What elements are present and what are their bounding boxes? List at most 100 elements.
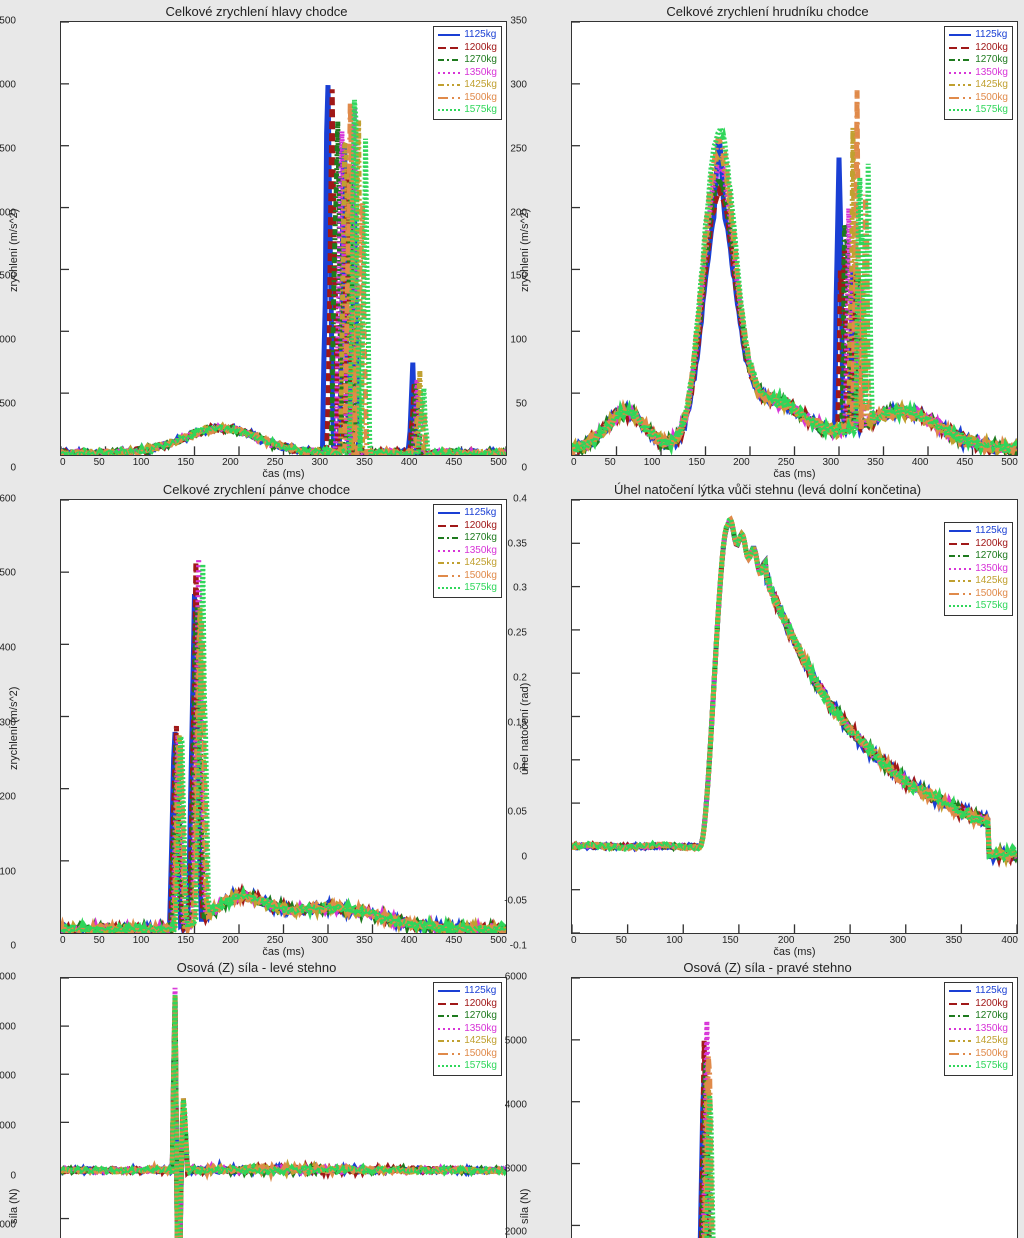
series-line [572,1095,1017,1238]
legend-item: 1200kg [949,538,1008,551]
legend-item: 1350kg [438,1023,497,1036]
series-line [61,594,506,933]
legend-item: 1500kg [949,588,1008,601]
legend-label: 1425kg [975,1035,1008,1048]
legend-item: 1200kg [949,42,1008,55]
legend-item: 1350kg [949,67,1008,80]
legend-label: 1500kg [975,588,1008,601]
series-line [61,608,506,933]
legend-label: 1200kg [975,42,1008,55]
legend-label: 1125kg [464,985,496,998]
series-line [61,562,506,933]
legend-swatch [438,520,460,532]
legend-label: 1500kg [975,1048,1008,1061]
legend-label: 1270kg [975,1010,1008,1023]
legend-swatch [438,532,460,544]
chart-title: Osová (Z) síla - pravé stehno [517,960,1018,975]
legend-item: 1200kg [438,520,497,533]
legend-item: 1500kg [438,1048,497,1061]
chart-pelvis: Celkové zrychlení pánve chodcezrychlení … [6,482,507,958]
legend-swatch [949,1010,971,1022]
legend-swatch [949,92,971,104]
legend: 1125kg1200kg1270kg1350kg1425kg1500kg1575… [944,522,1013,616]
legend-swatch [949,67,971,79]
legend-item: 1350kg [438,67,497,80]
chart-femurR: Osová (Z) síla - pravé stehnosíla (N)-10… [517,960,1018,1238]
legend-label: 1350kg [975,67,1008,80]
x-axis-label: čas (ms) [571,946,1018,958]
series-line [61,103,506,455]
series-line [61,100,506,455]
legend-swatch [949,525,971,537]
legend-item: 1575kg [949,104,1008,117]
series-line [61,564,506,933]
x-ticks: 050100150200250300350400450500 [571,457,1018,468]
legend-swatch [949,1060,971,1072]
series-line [61,122,506,455]
legend-item: 1500kg [438,92,497,105]
legend-item: 1425kg [438,79,497,92]
legend-label: 1125kg [975,525,1007,538]
legend-swatch [949,550,971,562]
legend-swatch [949,588,971,600]
legend-swatch [949,104,971,116]
series-line [572,1080,1017,1238]
plot-area: 1125kg1200kg1270kg1350kg1425kg1500kg1575… [571,977,1018,1238]
legend-swatch [438,1060,460,1072]
legend-swatch [949,29,971,41]
chart-head: Celkové zrychlení hlavy chodcezrychlení … [6,4,507,480]
series-line [572,90,1017,452]
legend-item: 1270kg [949,550,1008,563]
legend-swatch [949,54,971,66]
legend-item: 1200kg [438,42,497,55]
legend-item: 1270kg [949,54,1008,67]
legend-swatch [949,42,971,54]
plot-area: 1125kg1200kg1270kg1350kg1425kg1500kg1575… [571,21,1018,456]
legend-label: 1125kg [464,29,496,42]
legend-label: 1350kg [975,563,1008,576]
chart-knee: Úhel natočení lýtka vůči stehnu (levá do… [517,482,1018,958]
legend-swatch [438,1048,460,1060]
x-ticks: 050100150200250300350400450500 [60,457,507,468]
legend: 1125kg1200kg1270kg1350kg1425kg1500kg1575… [433,504,502,598]
legend-label: 1125kg [975,985,1007,998]
legend-item: 1125kg [949,29,1008,42]
legend-swatch [949,1048,971,1060]
legend-item: 1500kg [438,570,497,583]
legend: 1125kg1200kg1270kg1350kg1425kg1500kg1575… [433,26,502,120]
legend-swatch [438,582,460,594]
legend-item: 1575kg [438,104,497,117]
legend-label: 1500kg [975,92,1008,105]
legend-item: 1125kg [949,985,1008,998]
chart-title: Úhel natočení lýtka vůči stehnu (levá do… [517,482,1018,497]
legend-item: 1350kg [949,1023,1008,1036]
legend-swatch [438,557,460,569]
series-line [61,120,506,455]
series-line [61,109,506,455]
legend-item: 1125kg [949,525,1008,538]
legend-label: 1270kg [975,54,1008,67]
legend-swatch [438,998,460,1010]
x-ticks: 050100150200250300350400 [571,935,1018,946]
legend-swatch [438,507,460,519]
series-line [572,1061,1017,1238]
x-axis-label: čas (ms) [571,468,1018,480]
legend-swatch [949,575,971,587]
series-line [572,1077,1017,1238]
legend-item: 1350kg [949,563,1008,576]
legend-swatch [438,1035,460,1047]
legend-label: 1200kg [975,998,1008,1011]
legend-item: 1575kg [949,1060,1008,1073]
series-line [61,89,506,455]
legend-item: 1425kg [949,79,1008,92]
legend-swatch [438,67,460,79]
legend-swatch [949,1035,971,1047]
legend: 1125kg1200kg1270kg1350kg1425kg1500kg1575… [944,26,1013,120]
legend-label: 1125kg [975,29,1007,42]
chart-title: Celkové zrychlení hlavy chodce [6,4,507,19]
legend-swatch [438,545,460,557]
x-ticks: 050100150200250300350400450500 [60,935,507,946]
plot-area: 1125kg1200kg1270kg1350kg1425kg1500kg1575… [571,499,1018,934]
legend-item: 1500kg [949,1048,1008,1061]
plot-area: 1125kg1200kg1270kg1350kg1425kg1500kg1575… [60,499,507,934]
